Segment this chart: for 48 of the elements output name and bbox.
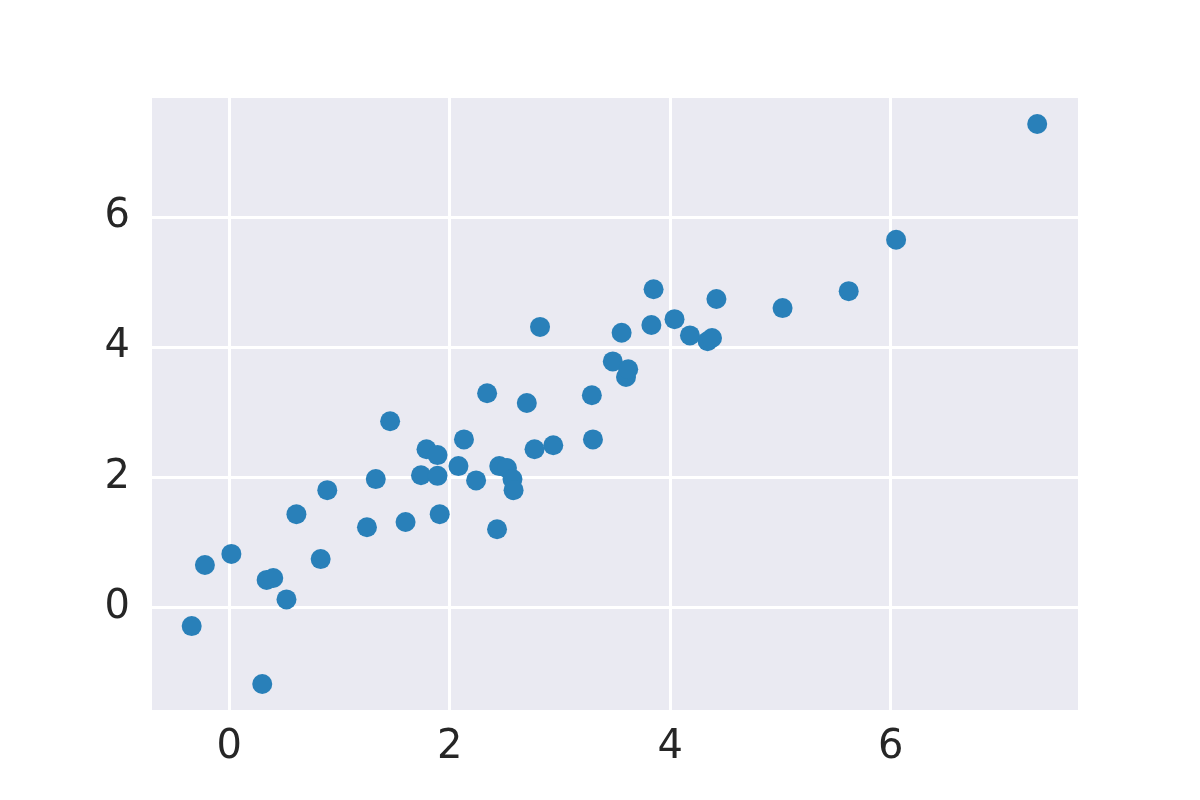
point (886, 229, 907, 250)
y-tick-label: 6 (104, 190, 130, 237)
point (582, 429, 603, 450)
point (466, 470, 487, 491)
point (453, 429, 474, 450)
point (448, 456, 469, 477)
point (524, 439, 545, 460)
point (429, 504, 450, 525)
point (838, 281, 859, 302)
point (581, 385, 602, 406)
point (477, 383, 498, 404)
point (221, 543, 242, 564)
point (516, 393, 537, 414)
y-tick-label: 4 (104, 320, 130, 367)
y-tick-label: 0 (104, 580, 130, 627)
point (602, 351, 623, 372)
x-tick-label: 2 (436, 721, 463, 768)
point (181, 616, 202, 637)
y-tick-label: 2 (104, 450, 130, 497)
point (365, 469, 386, 490)
point (427, 445, 448, 466)
point (772, 298, 793, 319)
point (252, 673, 273, 694)
point (276, 589, 297, 610)
point (702, 327, 723, 348)
x-tick-label: 6 (877, 721, 904, 768)
point (643, 279, 664, 300)
point (543, 435, 564, 456)
point (641, 314, 662, 335)
point (410, 465, 431, 486)
point (286, 504, 307, 525)
point (503, 480, 524, 501)
point (194, 554, 215, 575)
point (706, 288, 727, 309)
point (1027, 114, 1048, 135)
point (611, 322, 632, 343)
point (380, 411, 401, 432)
point (530, 316, 551, 337)
point (664, 309, 685, 330)
point (487, 519, 508, 540)
point (395, 512, 416, 533)
point (356, 517, 377, 538)
point (310, 549, 331, 570)
point (679, 325, 700, 346)
point (317, 480, 338, 501)
x-tick-label: 4 (657, 721, 683, 768)
point (427, 465, 448, 486)
x-tick-label: 0 (216, 721, 242, 768)
